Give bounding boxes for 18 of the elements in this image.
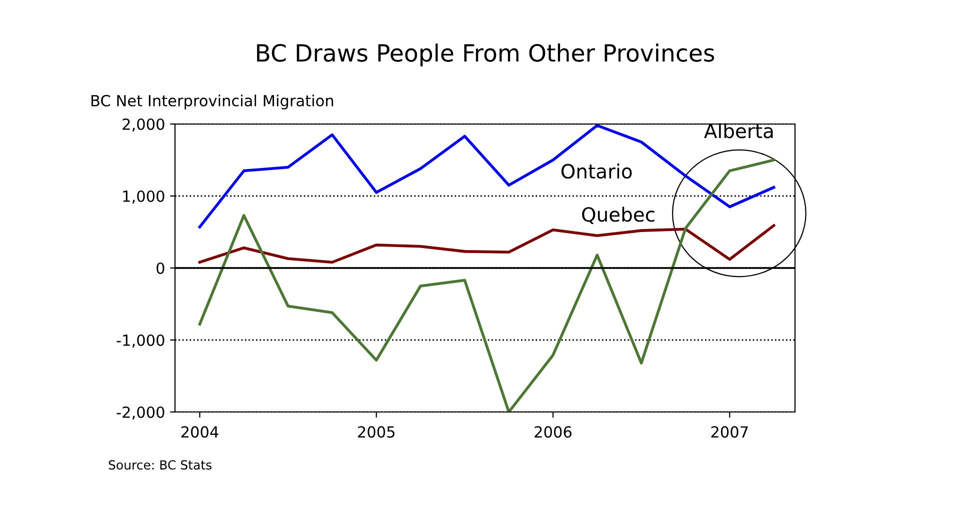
line-series <box>198 158 776 412</box>
x-tick-label: 2005 <box>358 426 394 438</box>
x-tick-label: 2004 <box>181 426 218 438</box>
y-tick-label: 2,000 <box>122 118 164 132</box>
series-label: Quebec <box>582 206 654 224</box>
x-tick-label: 2007 <box>711 426 748 438</box>
y-tick-label: 0 <box>156 262 164 274</box>
y-tick-label: 1,000 <box>123 190 164 204</box>
y-tick-label: -2,000 <box>116 406 164 420</box>
source-note: Source: BC Stats <box>108 460 212 470</box>
y-axis-title: BC Net Interprovincial Migration <box>92 94 334 110</box>
series-label: Ontario <box>561 164 632 179</box>
line-series <box>198 224 776 264</box>
y-tick-label: -1,000 <box>116 334 164 348</box>
chart-title: BC Draws People From Other Provinces <box>257 44 714 66</box>
x-tick-label: 2006 <box>534 426 572 438</box>
line-series <box>198 124 776 228</box>
series-label: Alberta <box>704 123 773 138</box>
